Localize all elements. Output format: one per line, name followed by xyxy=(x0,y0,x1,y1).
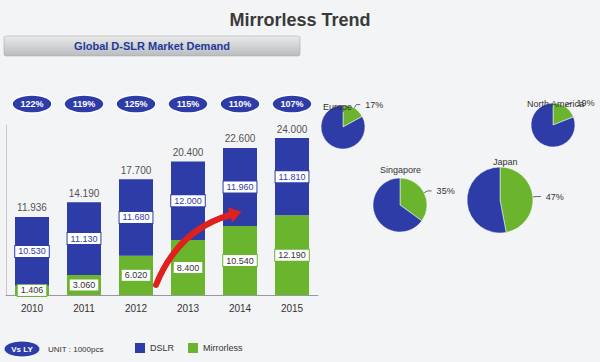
svg-text:2015: 2015 xyxy=(281,303,304,314)
svg-text:2014: 2014 xyxy=(229,303,252,314)
svg-text:1.406: 1.406 xyxy=(21,285,44,295)
svg-text:14.190: 14.190 xyxy=(69,188,100,199)
svg-text:20.400: 20.400 xyxy=(173,147,204,158)
svg-text:Singapore: Singapore xyxy=(380,165,421,175)
svg-text:2012: 2012 xyxy=(125,303,148,314)
svg-text:6.020: 6.020 xyxy=(125,270,148,280)
svg-text:DSLR: DSLR xyxy=(150,343,175,353)
svg-text:47%: 47% xyxy=(546,192,564,202)
svg-text:12.190: 12.190 xyxy=(278,250,306,260)
svg-text:22.600: 22.600 xyxy=(225,133,256,144)
svg-text:10.530: 10.530 xyxy=(18,246,46,256)
svg-text:North America: North America xyxy=(527,99,584,109)
svg-text:Mirrorless: Mirrorless xyxy=(203,343,243,353)
svg-text:10.540: 10.540 xyxy=(226,256,254,266)
svg-text:119%: 119% xyxy=(73,99,96,109)
svg-text:24.000: 24.000 xyxy=(277,124,308,135)
svg-text:Europe: Europe xyxy=(323,102,352,112)
svg-text:125%: 125% xyxy=(124,99,147,109)
svg-text:19%: 19% xyxy=(576,98,595,109)
svg-text:11.130: 11.130 xyxy=(71,234,98,244)
svg-text:11.680: 11.680 xyxy=(123,212,150,222)
svg-text:2010: 2010 xyxy=(21,303,44,314)
svg-text:3.060: 3.060 xyxy=(73,280,96,290)
svg-text:Vs LY: Vs LY xyxy=(11,345,33,354)
svg-text:Japan: Japan xyxy=(493,157,518,167)
svg-text:110%: 110% xyxy=(229,99,252,109)
svg-text:8.400: 8.400 xyxy=(177,263,200,273)
svg-text:Mirrorless Trend: Mirrorless Trend xyxy=(229,10,370,30)
svg-text:115%: 115% xyxy=(177,99,200,109)
svg-text:12.000: 12.000 xyxy=(174,196,202,206)
svg-text:17%: 17% xyxy=(365,100,383,110)
svg-text:17.700: 17.700 xyxy=(121,165,152,176)
svg-text:35%: 35% xyxy=(437,186,455,196)
svg-text:2013: 2013 xyxy=(177,303,200,314)
svg-text:2011: 2011 xyxy=(73,303,95,314)
svg-text:Global D-SLR Market Demand: Global D-SLR Market Demand xyxy=(74,40,230,52)
svg-text:11.810: 11.810 xyxy=(279,172,306,182)
svg-text:11.960: 11.960 xyxy=(227,182,254,192)
svg-text:UNIT : 1000pcs: UNIT : 1000pcs xyxy=(48,345,103,354)
svg-text:122%: 122% xyxy=(20,99,43,109)
svg-text:107%: 107% xyxy=(280,99,303,109)
svg-text:11.936: 11.936 xyxy=(17,202,47,213)
